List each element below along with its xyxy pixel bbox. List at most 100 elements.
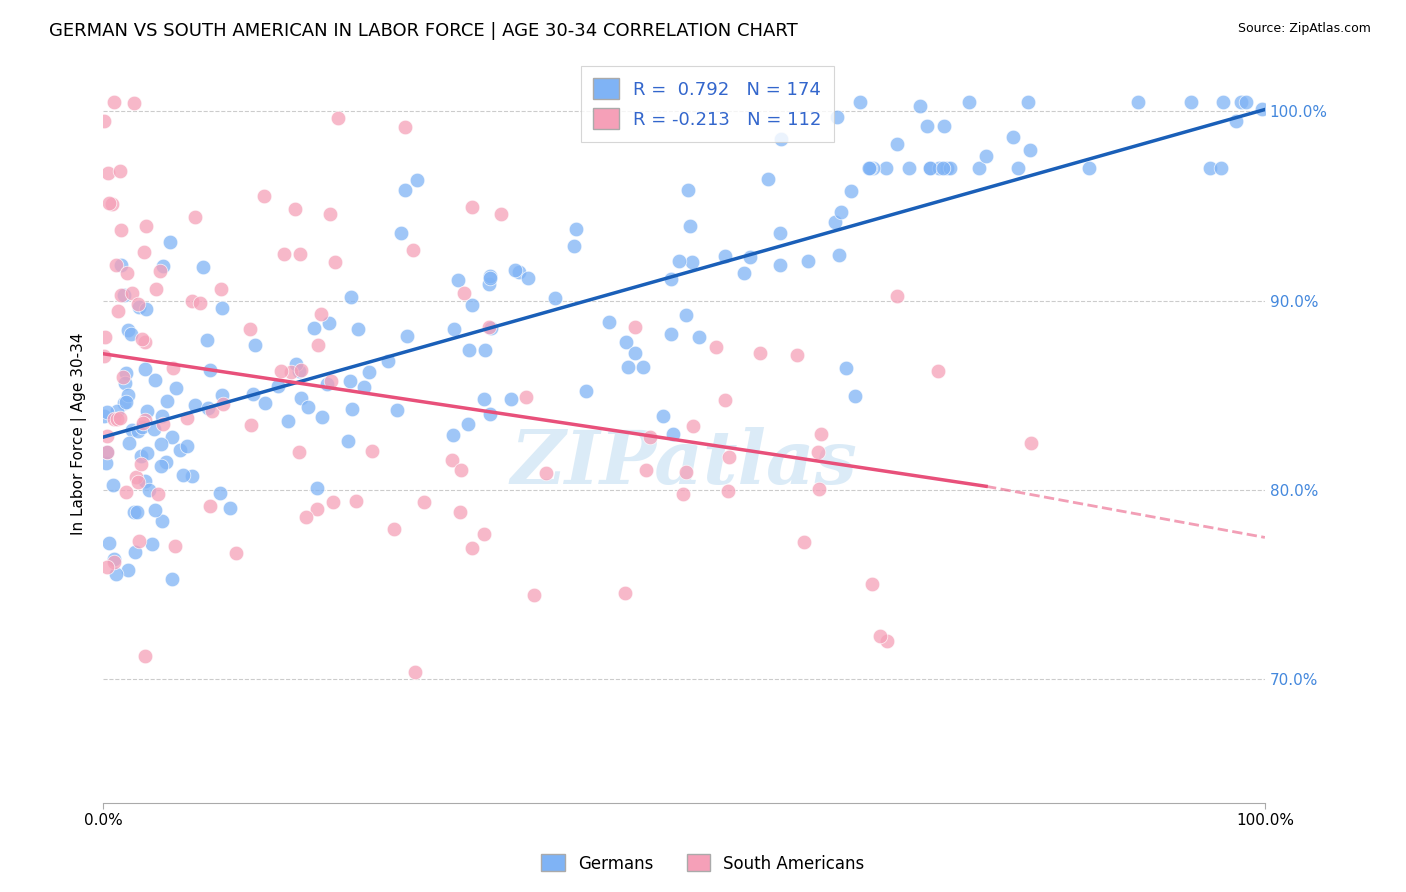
Point	[340, 290, 363, 304]
Point	[135, 219, 157, 234]
Point	[1018, 144, 1040, 158]
Point	[96, 456, 118, 470]
Point	[936, 161, 959, 176]
Point	[876, 161, 898, 176]
Point	[117, 388, 139, 402]
Point	[160, 430, 183, 444]
Point	[288, 246, 311, 260]
Point	[1251, 102, 1274, 116]
Point	[617, 359, 640, 374]
Point	[253, 396, 276, 410]
Point	[115, 366, 138, 380]
Point	[290, 392, 312, 406]
Point	[103, 552, 125, 566]
Point	[98, 536, 121, 550]
Point	[197, 401, 219, 416]
Point	[1212, 95, 1234, 109]
Point	[830, 205, 852, 219]
Point	[125, 470, 148, 484]
Point	[318, 316, 340, 330]
Point	[136, 446, 159, 460]
Point	[340, 401, 363, 416]
Point	[152, 260, 174, 274]
Point	[503, 263, 526, 277]
Point	[479, 321, 502, 335]
Point	[382, 522, 405, 536]
Point	[714, 393, 737, 408]
Point	[638, 430, 661, 444]
Point	[124, 545, 146, 559]
Point	[501, 392, 523, 406]
Point	[121, 423, 143, 437]
Point	[134, 362, 156, 376]
Point	[396, 328, 419, 343]
Point	[287, 364, 309, 378]
Point	[311, 410, 333, 425]
Point	[1126, 95, 1149, 109]
Point	[326, 111, 349, 125]
Point	[1225, 113, 1247, 128]
Point	[450, 463, 472, 477]
Point	[270, 364, 292, 378]
Point	[96, 445, 118, 459]
Point	[160, 572, 183, 586]
Point	[180, 468, 202, 483]
Point	[239, 322, 262, 336]
Point	[285, 357, 308, 371]
Point	[860, 576, 883, 591]
Point	[515, 390, 537, 404]
Point	[132, 417, 155, 431]
Point	[862, 161, 884, 176]
Point	[858, 161, 880, 176]
Point	[143, 373, 166, 387]
Y-axis label: In Labor Force | Age 30-34: In Labor Force | Age 30-34	[72, 332, 87, 534]
Point	[162, 360, 184, 375]
Point	[198, 499, 221, 513]
Point	[336, 434, 359, 448]
Point	[184, 398, 207, 412]
Point	[176, 439, 198, 453]
Point	[93, 114, 115, 128]
Point	[614, 334, 637, 349]
Point	[134, 413, 156, 427]
Point	[134, 474, 156, 488]
Point	[534, 467, 557, 481]
Point	[149, 437, 172, 451]
Point	[876, 633, 898, 648]
Point	[141, 537, 163, 551]
Point	[121, 286, 143, 301]
Point	[886, 136, 908, 151]
Point	[575, 384, 598, 399]
Text: Source: ZipAtlas.com: Source: ZipAtlas.com	[1237, 22, 1371, 36]
Point	[682, 418, 704, 433]
Point	[181, 293, 204, 308]
Point	[129, 457, 152, 471]
Point	[138, 483, 160, 497]
Point	[93, 329, 115, 343]
Point	[1198, 161, 1220, 176]
Point	[97, 166, 120, 180]
Point	[440, 452, 463, 467]
Point	[768, 258, 790, 272]
Point	[242, 387, 264, 401]
Point	[110, 258, 132, 272]
Point	[793, 534, 815, 549]
Point	[120, 326, 142, 341]
Point	[117, 323, 139, 337]
Point	[714, 249, 737, 263]
Point	[1180, 95, 1202, 109]
Point	[479, 407, 502, 421]
Point	[188, 296, 211, 310]
Point	[478, 277, 501, 292]
Point	[824, 215, 846, 229]
Point	[105, 404, 128, 418]
Text: ZIPatlas: ZIPatlas	[510, 426, 858, 500]
Point	[478, 320, 501, 334]
Point	[807, 482, 830, 496]
Point	[127, 475, 149, 490]
Point	[659, 272, 682, 286]
Point	[124, 505, 146, 519]
Point	[115, 394, 138, 409]
Point	[385, 403, 408, 417]
Point	[132, 245, 155, 260]
